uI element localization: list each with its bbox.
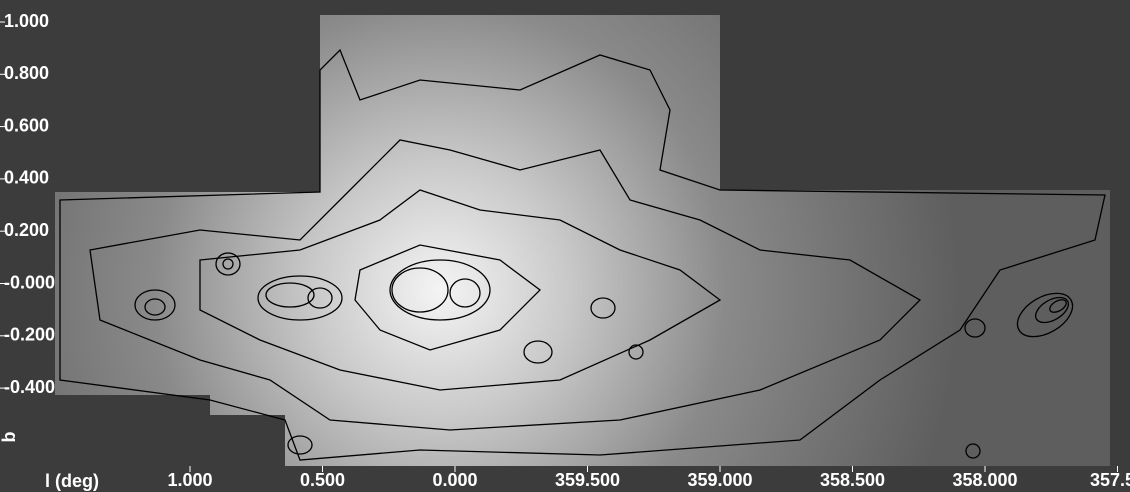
y-tick-label: -0.400 xyxy=(4,377,55,397)
x-axis-label: l (deg) xyxy=(45,471,99,491)
y-tick-label: -0.000 xyxy=(4,272,55,292)
y-tick-label: 0.400 xyxy=(4,168,49,188)
y-tick-label: 0.800 xyxy=(4,63,49,83)
axis-labels: l (deg) b 1.000 0.800 0.600 0.400 0.200 -0.00… xyxy=(0,11,1130,491)
x-tick-label: 0.000 xyxy=(432,470,477,490)
x-tick-label: 358.000 xyxy=(952,470,1017,490)
x-tick-label: 358.500 xyxy=(820,470,885,490)
y-tick-label: 0.600 xyxy=(4,115,49,135)
x-tick-label: 359.000 xyxy=(687,470,752,490)
emission-image xyxy=(55,15,1110,466)
y-tick-label: 1.000 xyxy=(4,11,49,31)
x-tick-label: 357.50 xyxy=(1090,470,1130,490)
x-tick-label: 359.500 xyxy=(555,470,620,490)
y-tick-label: 0.200 xyxy=(4,220,49,240)
y-tick-label: -0.200 xyxy=(4,325,55,345)
contours xyxy=(59,48,1106,461)
x-tick-label: 1.000 xyxy=(167,470,212,490)
x-tick-label: 0.500 xyxy=(300,470,345,490)
y-axis-label: b xyxy=(0,432,19,443)
